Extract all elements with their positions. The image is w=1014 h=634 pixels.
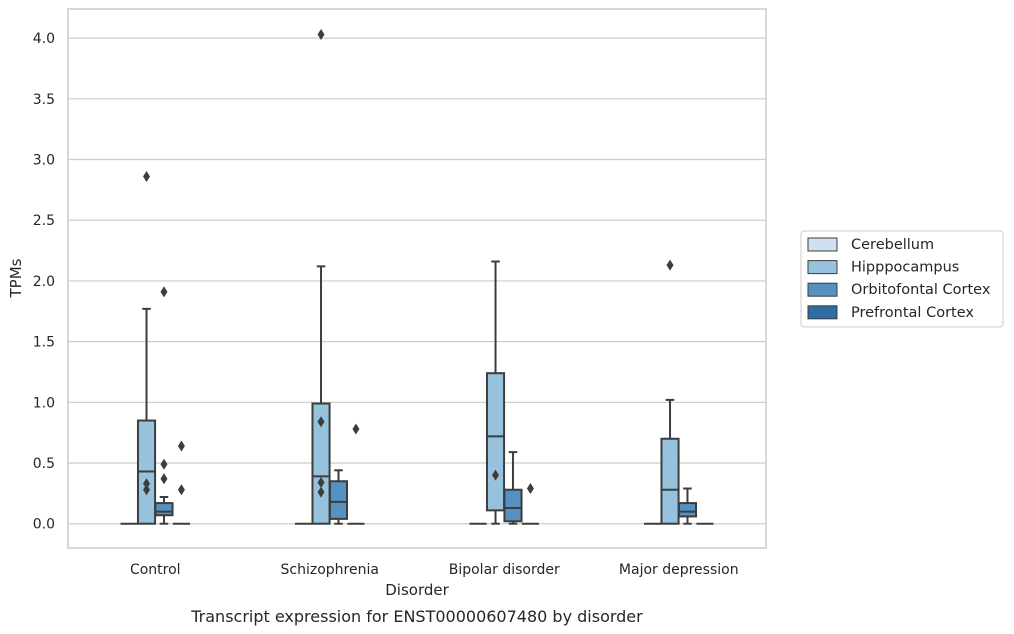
box-iqr: [503, 488, 523, 523]
legend-label: Cerebellum: [851, 237, 934, 253]
box: [660, 259, 680, 525]
box: [503, 451, 523, 525]
box-series: [120, 28, 714, 525]
outlier-point: [160, 286, 168, 298]
y-tick-label: 2.5: [33, 213, 55, 229]
outlier-point: [492, 469, 500, 481]
outlier-point: [143, 484, 151, 496]
legend-item: Cerebellum: [807, 237, 934, 253]
legend-item: Hipppocampus: [807, 260, 959, 276]
box: [521, 483, 539, 525]
legend-swatch: [807, 260, 838, 275]
outlier-point: [317, 28, 325, 40]
x-tick-label: Schizophrenia: [281, 562, 379, 578]
box: [154, 286, 174, 525]
box: [311, 28, 331, 525]
y-tick-label: 2.0: [33, 274, 55, 290]
box-iqr: [660, 437, 680, 525]
box-iqr: [154, 502, 174, 517]
x-axis-title: Disorder: [385, 581, 449, 599]
series-orbitofontal-cortex: [154, 286, 698, 525]
x-tick-label: Bipolar disorder: [449, 562, 560, 578]
legend-item: Prefrontal Cortex: [807, 305, 974, 321]
outlier-point: [352, 423, 360, 435]
y-tick-label: 1.5: [33, 335, 55, 351]
chart-caption: Transcript expression for ENST0000060748…: [190, 607, 643, 626]
box: [172, 440, 190, 525]
series-prefrontal-cortex: [172, 423, 714, 525]
box-iqr: [485, 372, 506, 512]
legend-swatch: [807, 237, 838, 252]
x-axis-ticks: Control Schizophrenia Bipolar disorder Majo…: [130, 562, 739, 578]
legend-label: Prefrontal Cortex: [851, 305, 974, 321]
outlier-point: [177, 484, 185, 496]
outlier-point: [317, 476, 325, 488]
outlier-point: [317, 486, 325, 498]
legend-swatch: [807, 282, 838, 297]
box: [677, 487, 698, 525]
y-tick-label: 1.0: [33, 395, 55, 411]
outlier-point: [160, 458, 168, 470]
outlier-point: [143, 478, 151, 490]
box: [328, 469, 349, 525]
y-tick-label: 3.0: [33, 153, 55, 169]
box-iqr: [328, 480, 349, 520]
outlier-point: [143, 171, 151, 183]
box: [347, 423, 365, 525]
legend-label: Hipppocampus: [851, 260, 959, 276]
box: [136, 171, 157, 525]
series-hipppocampus: [136, 28, 680, 525]
y-tick-label: 0.0: [33, 517, 55, 533]
legend-frame: [800, 230, 1004, 328]
box: [485, 260, 506, 525]
plot-area: [67, 8, 767, 549]
outlier-point: [177, 440, 185, 452]
legend-swatch: [807, 305, 838, 320]
outlier-point: [526, 483, 534, 495]
legend-item: Orbitofontal Cortex: [807, 282, 991, 298]
outlier-point: [160, 473, 168, 485]
y-tick-label: 3.5: [33, 92, 55, 108]
y-tick-label: 0.5: [33, 456, 55, 472]
outlier-point: [317, 416, 325, 428]
outlier-point: [666, 259, 674, 271]
legend-label: Orbitofontal Cortex: [851, 282, 991, 298]
box-iqr: [311, 402, 331, 525]
x-tick-label: Control: [130, 562, 181, 578]
y-axis-ticks: 0.0 0.5 1.0 1.5 2.0 2.5 3.0 3.5 4.0: [33, 31, 55, 533]
box-iqr: [677, 502, 698, 518]
legend: Cerebellum Hipppocampus Orbitofontal Corte…: [800, 230, 1004, 328]
x-tick-label: Major depression: [619, 562, 739, 578]
y-tick-label: 4.0: [33, 31, 55, 47]
y-axis-title: TPMs: [7, 258, 25, 298]
